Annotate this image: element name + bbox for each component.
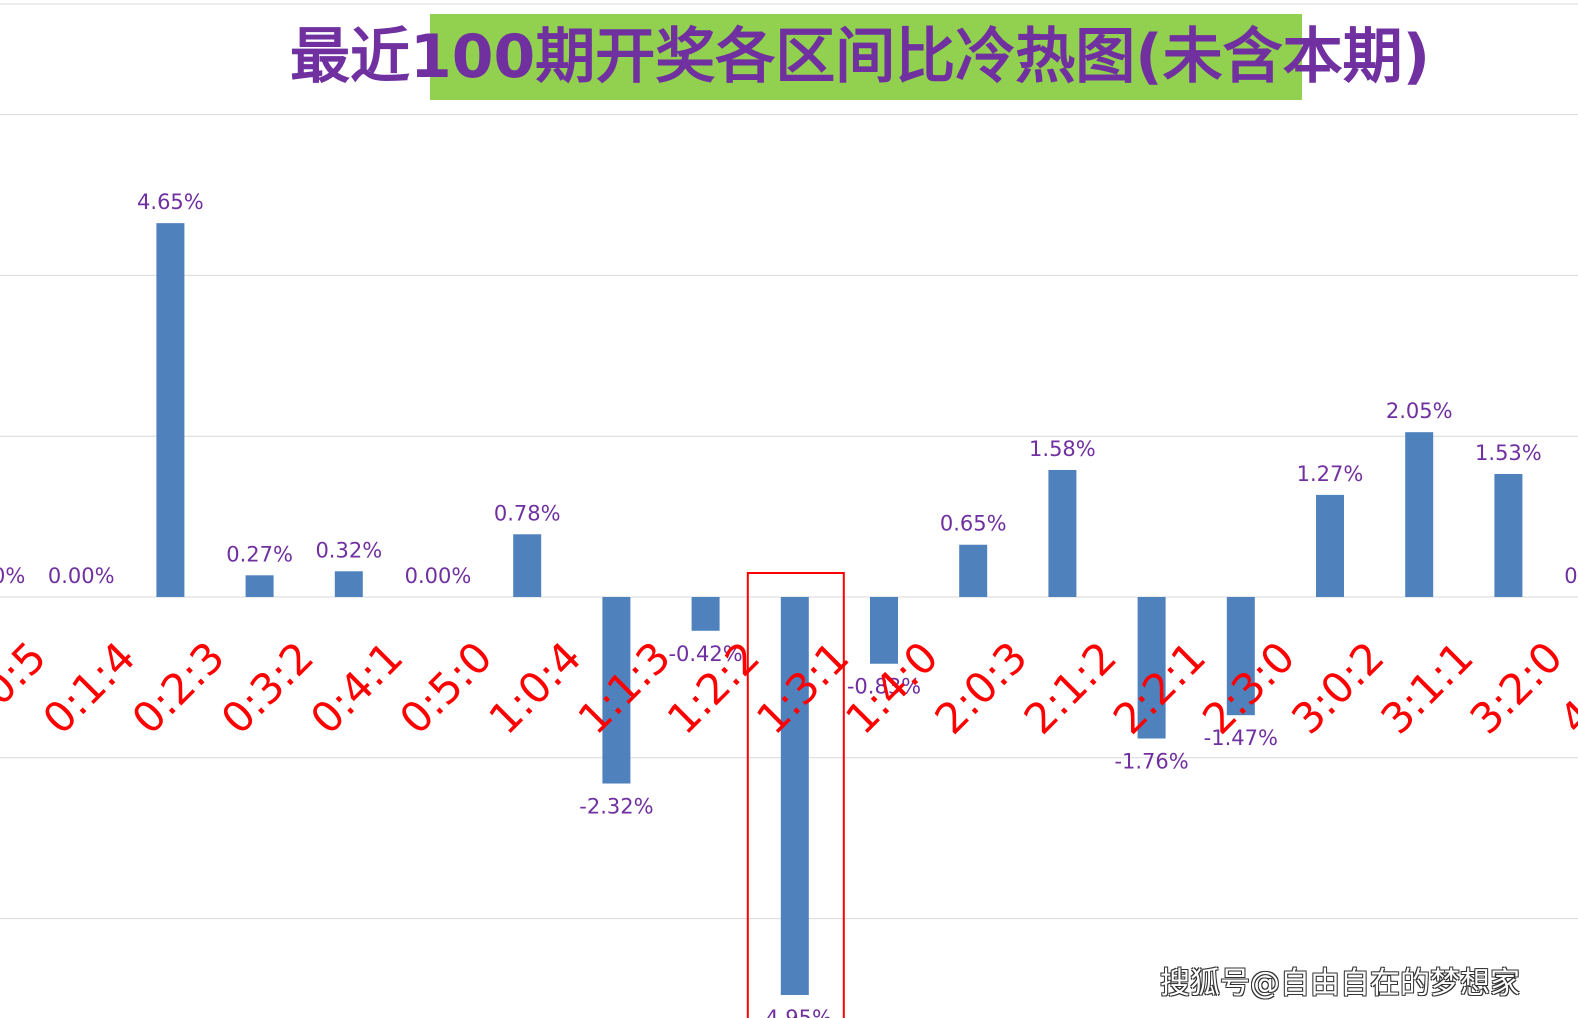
value-label: -1.76% <box>1114 750 1188 774</box>
value-label: 0.00% <box>48 564 115 588</box>
value-label: -0.42% <box>668 642 742 666</box>
category-label: 0:5:0 <box>390 632 501 743</box>
bar-3-1-1 <box>1405 432 1434 597</box>
category-label: 0:3:2 <box>212 632 323 743</box>
category-label: 4:0:1 <box>1550 632 1578 743</box>
category-label: 2:1:2 <box>1015 632 1126 743</box>
category-label: 3:2:0 <box>1461 632 1572 743</box>
value-label: 0.27% <box>226 542 293 566</box>
value-label: -1.47% <box>1204 726 1278 750</box>
bar-1-3-1 <box>780 597 809 995</box>
category-label: 0:4:1 <box>301 632 412 743</box>
value-label: -4.95% <box>758 1006 832 1018</box>
highlight-box <box>746 572 845 1018</box>
bar-1-2-2 <box>691 597 720 631</box>
bar-1-4-0 <box>870 597 898 664</box>
category-label: 0:2:3 <box>123 632 234 743</box>
category-label: 0:1:4 <box>33 632 144 743</box>
value-label: 0.00% <box>1564 564 1578 588</box>
bar-0-2-3 <box>156 223 185 597</box>
bar-2-3-0 <box>1226 597 1255 716</box>
value-label: 1.27% <box>1297 462 1364 486</box>
value-label: 0.00% <box>0 564 25 588</box>
value-label: 0.78% <box>494 501 561 525</box>
bar-1-1-3 <box>602 597 631 784</box>
value-label: 0.65% <box>940 512 1007 536</box>
category-label: 1:0:4 <box>479 632 590 743</box>
bar-3-2-0 <box>1494 473 1523 597</box>
value-label: 0.00% <box>405 564 472 588</box>
category-label: 3:1:1 <box>1371 632 1482 743</box>
bar-1-0-4 <box>513 534 542 597</box>
value-label: -2.32% <box>579 795 653 819</box>
category-label: 0:0:5 <box>0 632 56 743</box>
value-label: 2.05% <box>1386 399 1453 423</box>
watermark: 搜狐号@自由自在的梦想家 <box>1160 966 1520 1001</box>
category-label: 2:0:3 <box>925 632 1036 743</box>
value-labels: 0.00% 0.00% 4.65% 0.27% 0.32% 0.00% 0.78% -2.32… <box>0 190 1578 1018</box>
title-highlight <box>430 14 1302 100</box>
bar-2-2-1 <box>1137 597 1166 739</box>
bar-3-0-2 <box>1316 494 1344 597</box>
value-label: 4.65% <box>137 190 204 214</box>
bars <box>156 223 1523 995</box>
bar-2-1-2 <box>1048 469 1077 597</box>
bar-0-4-1 <box>334 571 363 597</box>
category-label: 3:0:2 <box>1282 632 1393 743</box>
value-label: -0.83% <box>847 675 921 699</box>
value-label: 0.32% <box>315 538 382 562</box>
chart-title: 最近100期开奖各区间比冷热图(未含本期) <box>290 22 1431 92</box>
bar-2-0-3 <box>959 544 988 597</box>
value-label: 1.58% <box>1029 437 1096 461</box>
highlight-group <box>746 572 845 1018</box>
bar-0-3-2 <box>245 575 274 597</box>
value-label: 1.53% <box>1475 441 1542 465</box>
